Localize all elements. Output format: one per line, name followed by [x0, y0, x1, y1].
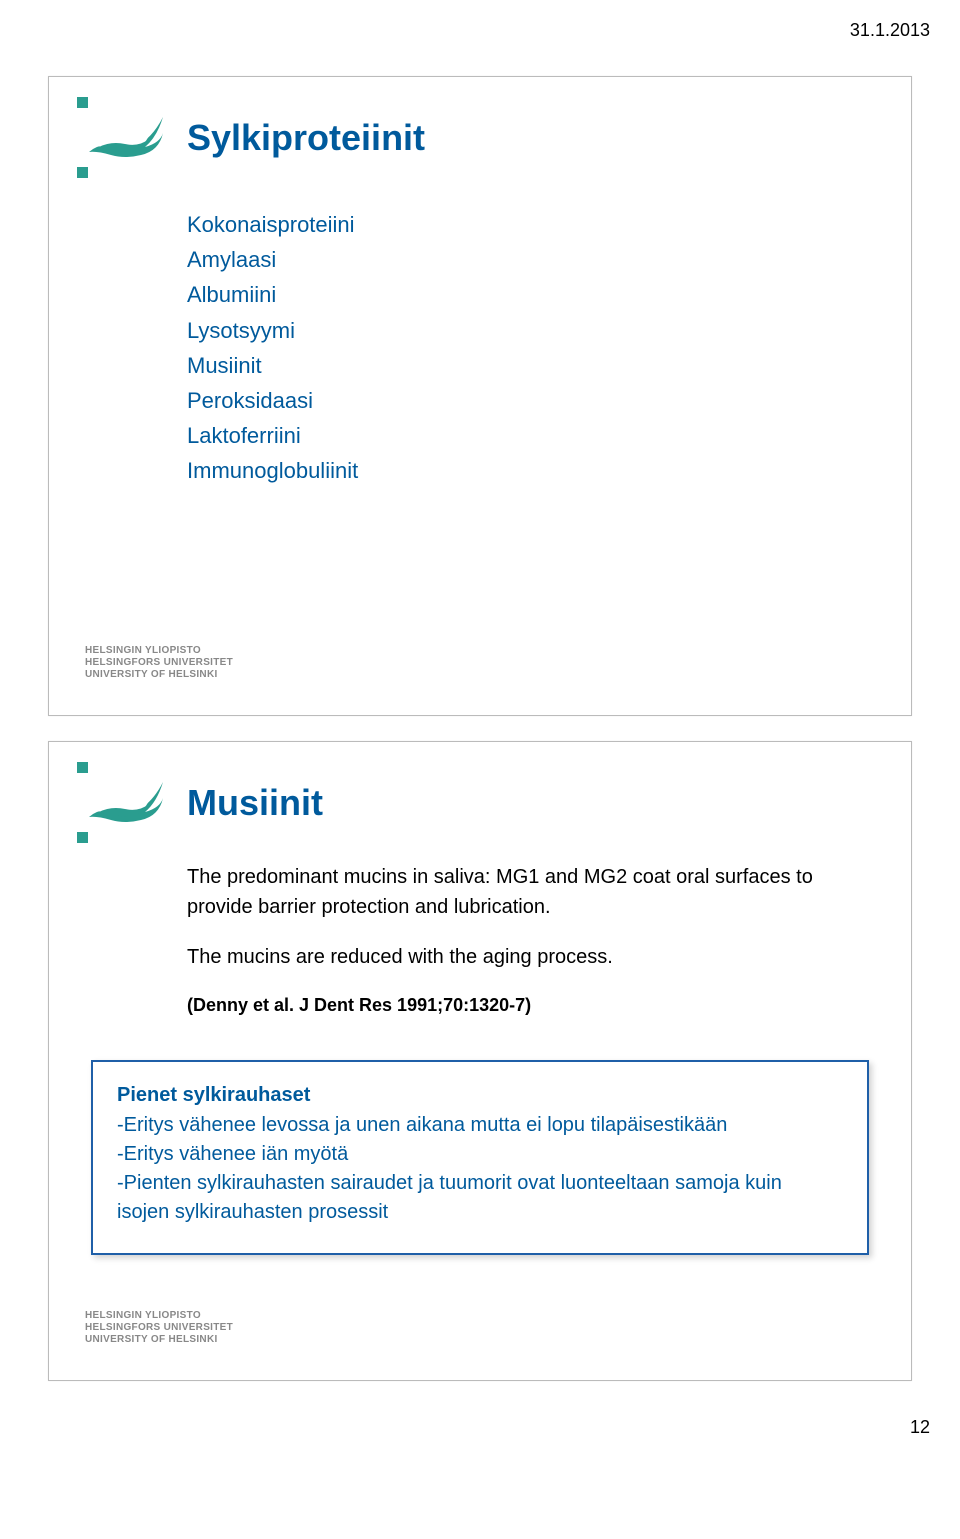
protein-list: Kokonaisproteiini Amylaasi Albumiini Lys…	[187, 207, 358, 489]
info-box-line: -Eritys vähenee levossa ja unen aikana m…	[117, 1111, 843, 1140]
list-item: Peroksidaasi	[187, 383, 358, 418]
page-date: 31.1.2013	[0, 20, 960, 51]
paragraph-2: The mucins are reduced with the aging pr…	[187, 942, 851, 972]
info-box-line: -Eritys vähenee iän myötä	[117, 1140, 843, 1169]
uni-line: HELSINGIN YLIOPISTO	[85, 1310, 233, 1322]
info-box-line: isojen sylkirauhasten prosessit	[117, 1198, 843, 1227]
list-item: Musiinit	[187, 348, 358, 383]
list-item: Lysotsyymi	[187, 313, 358, 348]
slide-1: Sylkiproteiinit Kokonaisproteiini Amylaa…	[48, 76, 912, 716]
page-number: 12	[910, 1417, 930, 1438]
uni-line: HELSINGFORS UNIVERSITET	[85, 657, 233, 669]
logo-square-icon	[77, 832, 88, 843]
list-item: Kokonaisproteiini	[187, 207, 358, 242]
paragraph-1: The predominant mucins in saliva: MG1 an…	[187, 862, 851, 922]
list-item: Immunoglobuliinit	[187, 453, 358, 488]
uni-line: HELSINGFORS UNIVERSITET	[85, 1322, 233, 1334]
flame-icon	[85, 772, 165, 827]
list-item: Laktoferriini	[187, 418, 358, 453]
slide-2-title: Musiinit	[187, 782, 323, 824]
info-box: Pienet sylkirauhaset -Eritys vähenee lev…	[91, 1060, 869, 1255]
list-item: Amylaasi	[187, 242, 358, 277]
uni-line: UNIVERSITY OF HELSINKI	[85, 669, 233, 681]
info-box-title: Pienet sylkirauhaset	[117, 1084, 843, 1107]
university-logo-text: HELSINGIN YLIOPISTO HELSINGFORS UNIVERSI…	[85, 1310, 233, 1346]
uni-line: UNIVERSITY OF HELSINKI	[85, 1334, 233, 1346]
flame-icon	[85, 107, 165, 162]
citation: (Denny et al. J Dent Res 1991;70:1320-7)	[187, 992, 851, 1019]
slide-2: Musiinit The predominant mucins in saliv…	[48, 741, 912, 1381]
list-item: Albumiini	[187, 277, 358, 312]
logo-square-icon	[77, 167, 88, 178]
slide-2-body: The predominant mucins in saliva: MG1 an…	[187, 862, 851, 1039]
flame-logo	[85, 107, 175, 197]
slide-1-title: Sylkiproteiinit	[187, 117, 425, 159]
info-box-line: -Pienten sylkirauhasten sairaudet ja tuu…	[117, 1169, 843, 1198]
uni-line: HELSINGIN YLIOPISTO	[85, 645, 233, 657]
flame-logo	[85, 772, 175, 862]
university-logo-text: HELSINGIN YLIOPISTO HELSINGFORS UNIVERSI…	[85, 645, 233, 681]
